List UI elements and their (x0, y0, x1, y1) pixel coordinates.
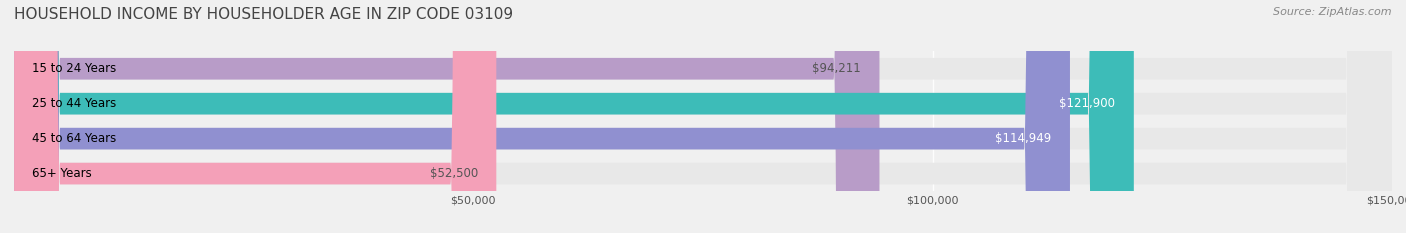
Text: Source: ZipAtlas.com: Source: ZipAtlas.com (1274, 7, 1392, 17)
Text: 45 to 64 Years: 45 to 64 Years (32, 132, 117, 145)
FancyBboxPatch shape (14, 0, 1392, 233)
Text: 15 to 24 Years: 15 to 24 Years (32, 62, 117, 75)
Text: 65+ Years: 65+ Years (32, 167, 93, 180)
FancyBboxPatch shape (14, 0, 880, 233)
Text: $94,211: $94,211 (813, 62, 860, 75)
FancyBboxPatch shape (14, 0, 1070, 233)
Text: $121,900: $121,900 (1060, 97, 1115, 110)
FancyBboxPatch shape (14, 0, 1133, 233)
Text: 25 to 44 Years: 25 to 44 Years (32, 97, 117, 110)
FancyBboxPatch shape (14, 0, 1392, 233)
Text: $52,500: $52,500 (430, 167, 478, 180)
Text: $114,949: $114,949 (995, 132, 1052, 145)
FancyBboxPatch shape (14, 0, 496, 233)
FancyBboxPatch shape (14, 0, 1392, 233)
Text: HOUSEHOLD INCOME BY HOUSEHOLDER AGE IN ZIP CODE 03109: HOUSEHOLD INCOME BY HOUSEHOLDER AGE IN Z… (14, 7, 513, 22)
FancyBboxPatch shape (14, 0, 1392, 233)
